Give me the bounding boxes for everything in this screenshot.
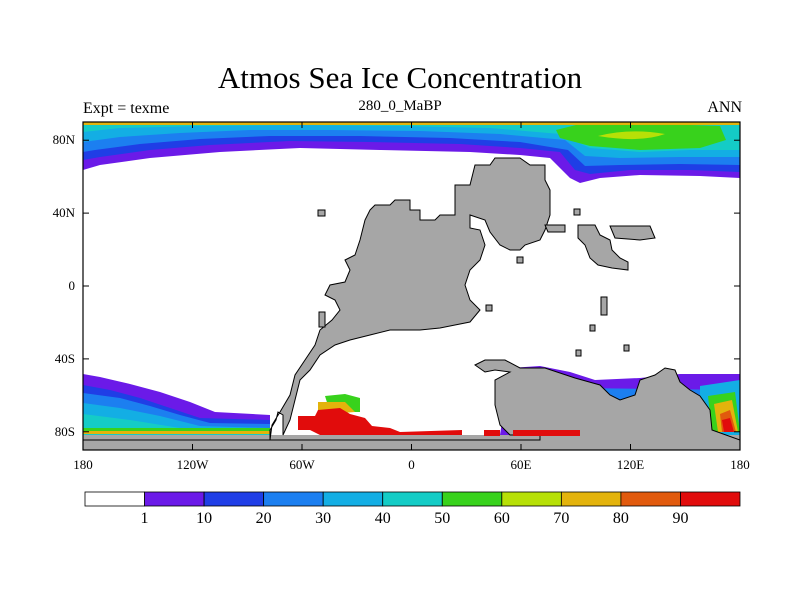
colorbar-swatch	[263, 491, 324, 507]
ice-strip-a	[484, 430, 500, 436]
map-area	[83, 122, 740, 450]
x-tick-label: 0	[408, 457, 415, 472]
colorbar-swatch	[560, 491, 622, 507]
y-tick-label: 40N	[53, 205, 76, 220]
map-title: Atmos Sea Ice Concentration	[217, 60, 583, 95]
colorbar-label: 60	[494, 510, 510, 527]
colorbar-label: 90	[672, 510, 688, 527]
colorbar-swatch	[620, 491, 681, 507]
colorbar-label: 30	[315, 510, 331, 527]
southern-pacific-sea-ice	[83, 374, 270, 435]
colorbar-swatch	[441, 491, 503, 507]
islet-4	[600, 296, 608, 316]
colorbar-swatch	[84, 491, 145, 507]
islet-1	[573, 208, 581, 216]
eastern-microcontinents	[317, 208, 656, 357]
ice-strip-b	[513, 430, 580, 436]
colorbar-label: 1	[141, 510, 149, 527]
x-tick-label: 180	[73, 457, 93, 472]
islet-2	[317, 209, 326, 217]
ross-ice-95pct	[722, 418, 734, 432]
colorbar-label: 80	[613, 510, 629, 527]
arctic-sea-ice	[83, 122, 740, 183]
y-tick-label: 40S	[55, 351, 75, 366]
islet-5	[485, 304, 493, 312]
islet-7	[589, 324, 596, 332]
island-cimmeria	[577, 224, 629, 271]
colorbar-swatch	[144, 491, 205, 507]
pangaea-landmass	[83, 157, 740, 450]
antarctic-coastal-ice	[298, 394, 580, 436]
colorbar-swatch	[680, 491, 741, 507]
x-tick-label: 120W	[177, 457, 210, 472]
colorbar-label: 50	[434, 510, 450, 527]
y-tick-label: 0	[69, 278, 76, 293]
island-east-block	[609, 225, 656, 241]
experiment-label: Expt = texme	[83, 100, 170, 117]
y-tick-label: 80N	[53, 132, 76, 147]
islet-3	[516, 256, 524, 264]
sp-ice-80pct	[83, 431, 270, 434]
sp-ice-60pct	[83, 428, 270, 432]
period-label: 280_0_MaBP	[358, 98, 442, 114]
colorbar-label: 40	[375, 510, 391, 527]
colorbar-swatch	[322, 491, 384, 507]
arctic-ice-70pct	[598, 131, 665, 140]
colorbar-label: 70	[553, 510, 569, 527]
colorbar: 1 10 20 30 40 50 60 70 80 90	[84, 491, 741, 527]
colorbar-label: 10	[196, 510, 212, 527]
colorbar-swatch	[203, 491, 265, 507]
colorbar-swatch	[382, 491, 443, 507]
weddell-ice-90pct	[298, 408, 462, 435]
x-axis: 180 120W 60W 0 60E 120E 180	[73, 122, 750, 472]
x-tick-label: 60E	[511, 457, 532, 472]
x-tick-label: 180	[730, 457, 750, 472]
y-axis: 80N 40N 0 40S 80S	[53, 132, 740, 439]
y-tick-label: 80S	[55, 424, 75, 439]
islet-8	[575, 349, 582, 357]
islet-9	[623, 344, 630, 352]
colorbar-label: 20	[256, 510, 272, 527]
x-tick-label: 60W	[289, 457, 315, 472]
season-label: ANN	[707, 99, 742, 116]
islet-6	[318, 311, 326, 328]
colorbar-swatch	[501, 491, 562, 507]
island-strip	[544, 224, 566, 233]
x-tick-label: 120E	[617, 457, 645, 472]
